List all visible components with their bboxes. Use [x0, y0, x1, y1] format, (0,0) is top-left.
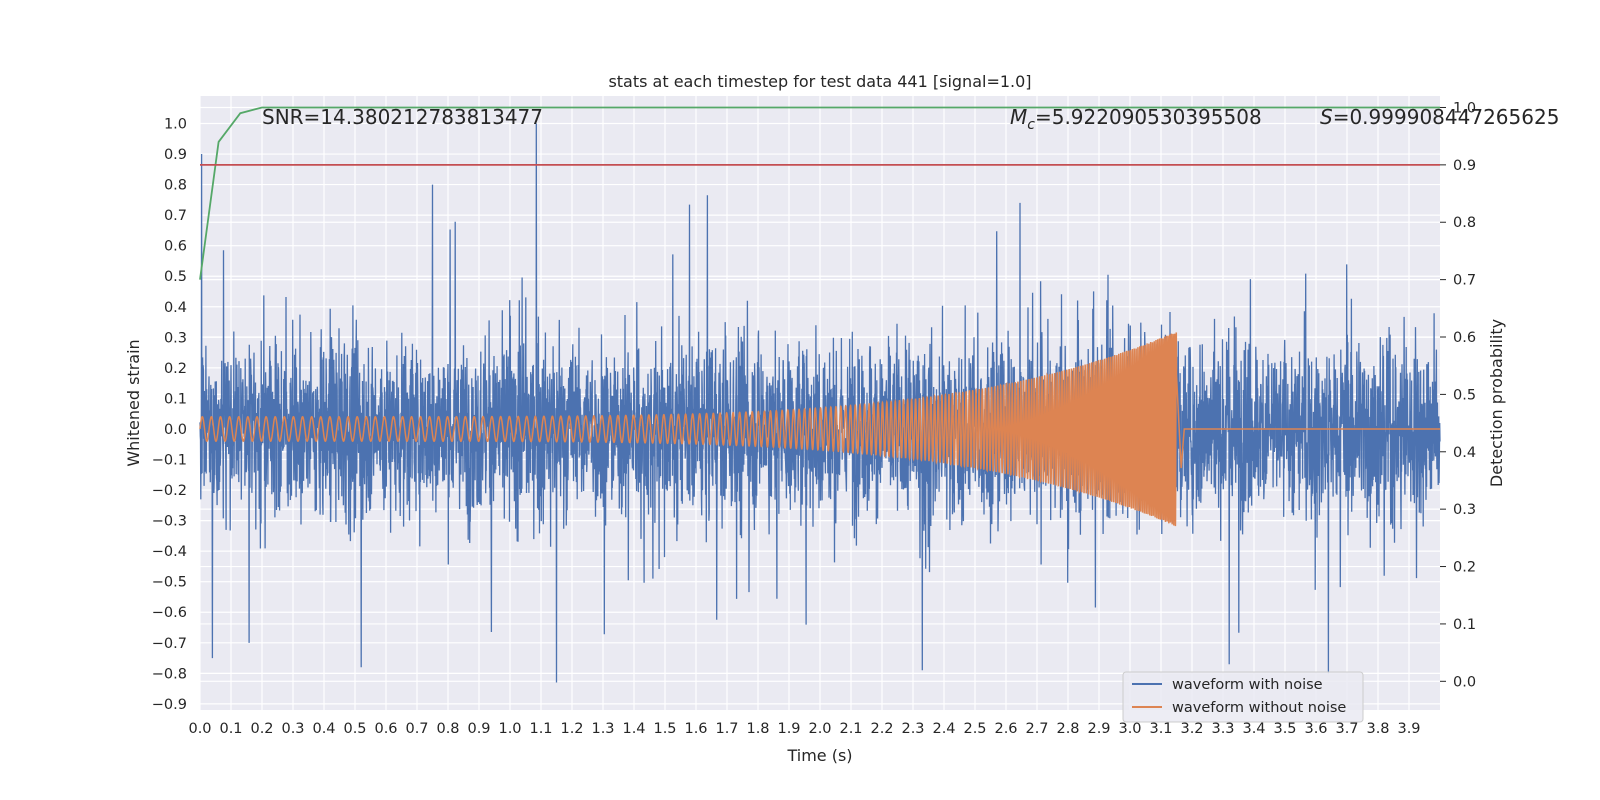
clean-waveform-line [199, 332, 1440, 527]
legend: waveform with noise waveform without noi… [1122, 671, 1364, 723]
y-tick-label: 0.7 [164, 208, 187, 224]
x-tick-label: 0.7 [405, 721, 428, 737]
x-tick-label: 2.1 [839, 721, 862, 737]
y-tick-label: −0.7 [152, 636, 187, 652]
x-tick-label: 0.9 [467, 721, 490, 737]
x-tick-label: 3.3 [1211, 721, 1234, 737]
score-symbol: S [1320, 105, 1333, 129]
y-right-tick-label: 0.7 [1453, 273, 1476, 289]
x-tick-label: 2.4 [932, 721, 955, 737]
legend-label-clean: waveform without noise [1172, 700, 1346, 716]
x-tick-label: 3.0 [1118, 721, 1141, 737]
x-tick-label: 1.0 [498, 721, 521, 737]
x-tick-label: 2.2 [870, 721, 893, 737]
y-tick-label: −0.6 [152, 605, 187, 621]
x-tick-label: 0.6 [374, 721, 397, 737]
y-right-tick-label: 0.1 [1453, 617, 1476, 633]
score-value: =0.999908447265625 [1333, 105, 1560, 129]
x-tick-label: 1.6 [684, 721, 707, 737]
y-right-tick-label: 0.0 [1453, 674, 1476, 690]
chirp-mass-value: =5.922090530395508 [1035, 105, 1262, 129]
x-tick-label: 3.8 [1366, 721, 1389, 737]
x-tick-label: 2.8 [1056, 721, 1079, 737]
y-tick-label: 0.3 [164, 330, 187, 346]
x-tick-label: 2.0 [808, 721, 831, 737]
x-tick-label: 3.9 [1397, 721, 1420, 737]
x-tick-label: 2.3 [901, 721, 924, 737]
y-right-tick-label: 0.5 [1453, 387, 1476, 403]
x-tick-label: 1.8 [746, 721, 769, 737]
score-annotation: S=0.999908447265625 [1320, 105, 1559, 129]
x-tick-label: 1.2 [560, 721, 583, 737]
y-right-tick-label: 0.6 [1453, 330, 1476, 346]
y-axis-label: Whitened strain [124, 339, 143, 466]
y-tick-label: −0.9 [152, 697, 187, 713]
x-tick-label: 0.3 [281, 721, 304, 737]
x-tick-label: 3.2 [1180, 721, 1203, 737]
x-tick-label: 1.4 [622, 721, 645, 737]
y-tick-label: 0.1 [164, 391, 187, 407]
x-axis-label: Time (s) [786, 746, 852, 765]
y-right-tick-label: 0.3 [1453, 502, 1476, 518]
chirp-mass-annotation: Mc=5.922090530395508 [1010, 105, 1262, 133]
legend-label-noise: waveform with noise [1172, 677, 1323, 693]
y-right-axis-label: Detection probability [1487, 319, 1506, 487]
x-tick-label: 0.2 [250, 721, 273, 737]
legend-box [1122, 671, 1364, 723]
x-tick-label: 2.7 [1025, 721, 1048, 737]
y-right-tick-label: 1.0 [1453, 100, 1476, 116]
y-tick-label: 0.8 [164, 178, 187, 194]
y-right-tick-labels: 0.0 0.1 0.2 0.3 0.4 0.5 0.6 0.7 0.8 0.9 1.0 [1440, 100, 1476, 690]
x-tick-label: 2.5 [963, 721, 986, 737]
y-tick-label: −0.1 [152, 453, 187, 469]
snr-annotation: SNR=14.380212783813477 [262, 105, 543, 129]
y-tick-label: 0.9 [164, 147, 187, 163]
y-tick-label: 0.6 [164, 239, 187, 255]
y-tick-label: 0.4 [164, 300, 187, 316]
x-tick-label: 3.5 [1273, 721, 1296, 737]
y-tick-label: −0.8 [152, 666, 187, 682]
x-tick-label: 1.3 [591, 721, 614, 737]
y-right-tick-label: 0.2 [1453, 560, 1476, 576]
series-waveform-without-noise [199, 332, 1440, 527]
x-tick-label: 2.9 [1087, 721, 1110, 737]
x-tick-label: 3.4 [1242, 721, 1265, 737]
chirp-mass-subscript: c [1027, 117, 1035, 133]
x-tick-label: 1.5 [653, 721, 676, 737]
y-right-tick-label: 0.9 [1453, 158, 1476, 174]
chirp-mass-symbol: M [1010, 105, 1027, 129]
x-tick-label: 0.0 [188, 721, 211, 737]
x-tick-label: 0.8 [436, 721, 459, 737]
y-tick-label: −0.3 [152, 514, 187, 530]
x-tick-label: 3.6 [1304, 721, 1327, 737]
y-tick-label: 0.2 [164, 361, 187, 377]
x-tick-labels: 0.0 0.1 0.2 0.3 0.4 0.5 0.6 0.7 0.8 0.9 1.0 1.1 1.2 1… [188, 721, 1420, 737]
y-tick-label: 1.0 [164, 116, 187, 132]
y-tick-label: −0.2 [152, 483, 187, 499]
y-tick-label: −0.5 [152, 575, 187, 591]
x-tick-label: 3.1 [1149, 721, 1172, 737]
x-tick-label: 1.1 [529, 721, 552, 737]
y-right-tick-label: 0.4 [1453, 445, 1476, 461]
y-tick-label: 0.0 [164, 422, 187, 438]
y-tick-label: 0.5 [164, 269, 187, 285]
x-tick-label: 0.1 [219, 721, 242, 737]
y-right-tick-label: 0.8 [1453, 215, 1476, 231]
x-tick-label: 3.7 [1335, 721, 1358, 737]
x-tick-label: 2.6 [994, 721, 1017, 737]
y-tick-label: −0.4 [152, 544, 187, 560]
y-tick-labels: −0.9 −0.8 −0.7 −0.6 −0.5 −0.4 −0.3 −0.2 −0.1 0.0 0… [152, 116, 187, 712]
x-tick-label: 0.5 [343, 721, 366, 737]
x-tick-label: 1.7 [715, 721, 738, 737]
x-tick-label: 0.4 [312, 721, 335, 737]
chart-title: stats at each timestep for test data 441… [608, 72, 1031, 91]
x-tick-label: 1.9 [777, 721, 800, 737]
